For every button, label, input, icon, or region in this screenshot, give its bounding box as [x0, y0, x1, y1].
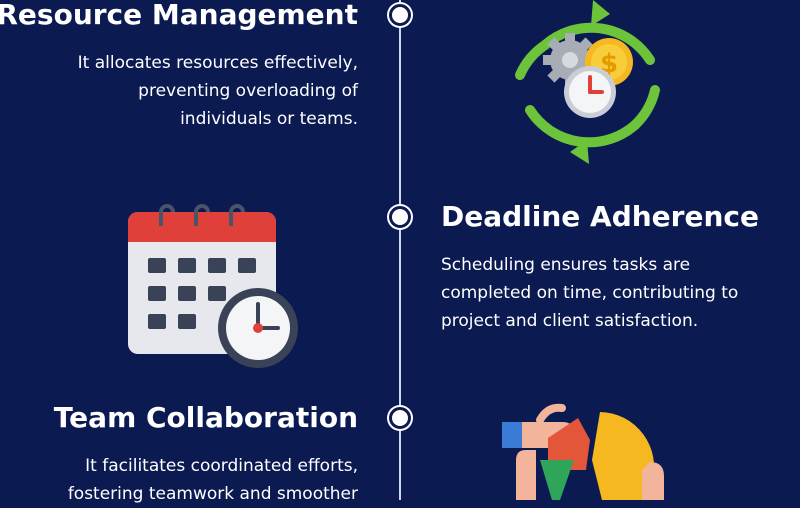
timeline-node-3: [389, 407, 411, 429]
timeline-line: [399, 0, 401, 500]
deadline-adherence-description: Scheduling ensures tasks are completed o…: [441, 255, 739, 331]
team-collaboration-title: Team Collaboration: [53, 401, 358, 434]
cycle-gear-coin-clock-icon: $: [515, 0, 660, 164]
timeline-node-2: [389, 206, 411, 228]
resource-management-title: Resource Management: [0, 0, 358, 31]
timeline-node-1: [389, 4, 411, 26]
deadline-adherence-title: Deadline Adherence: [441, 200, 759, 233]
team-collaboration-description: It facilitates coordinated efforts, fost…: [67, 456, 358, 504]
calendar-clock-icon: [128, 204, 298, 368]
hands-puzzle-icon: [502, 403, 664, 500]
resource-management-description: It allocates resources effectively, prev…: [77, 53, 358, 129]
